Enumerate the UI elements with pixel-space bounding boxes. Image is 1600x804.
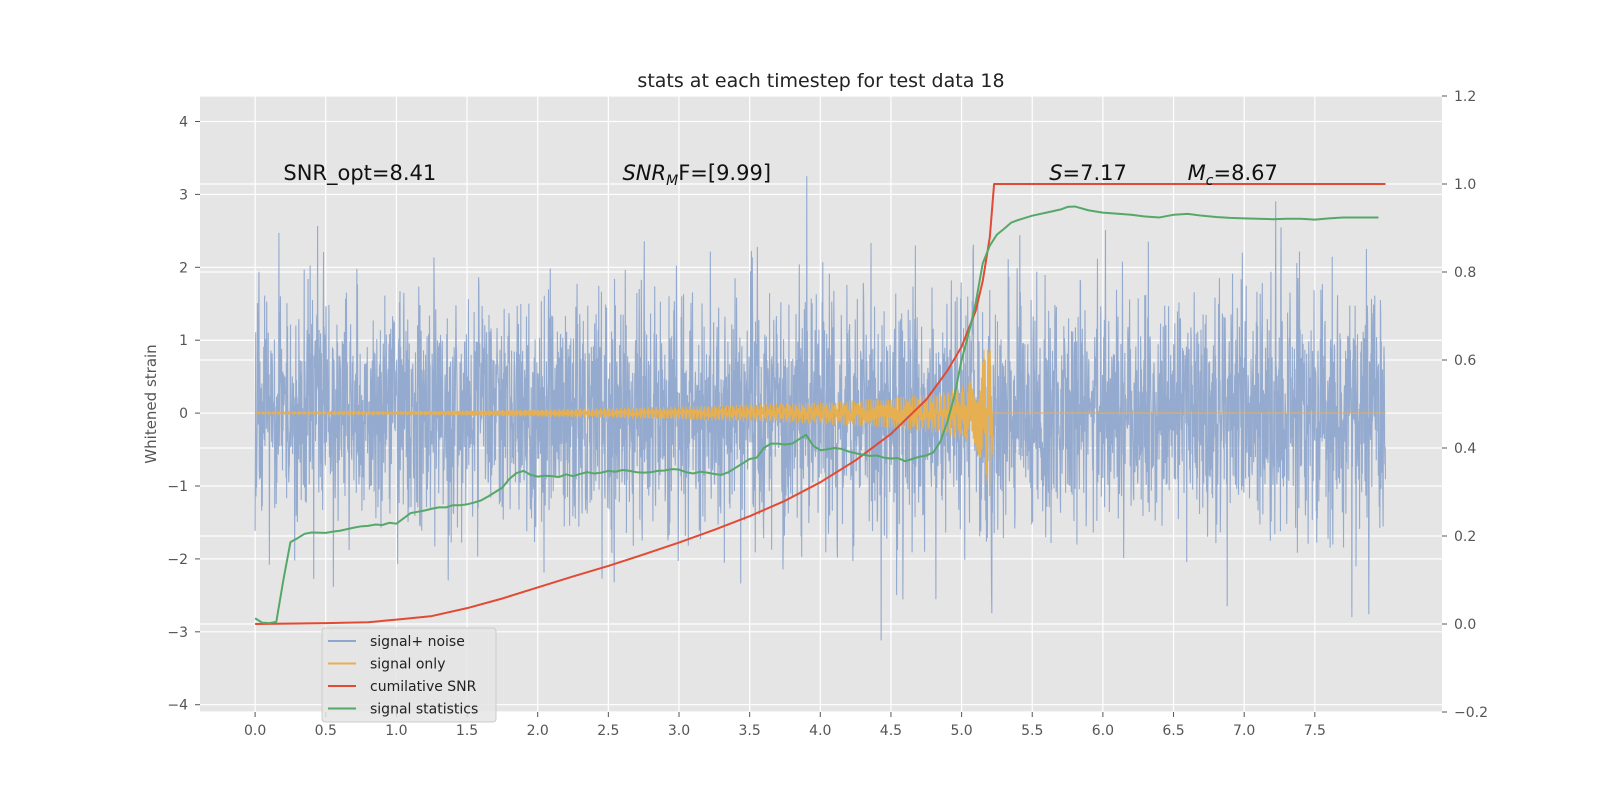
- y-tick-label: 0: [179, 406, 188, 422]
- legend-label: signal statistics: [370, 702, 478, 718]
- x-tick-label: 6.5: [1162, 723, 1184, 739]
- annotation-italic: SNR: [622, 161, 666, 185]
- y-tick-label: 2: [179, 260, 188, 276]
- axes-layer: 0.0 0.5 1.0 1.5 2.0 2.5 3.0 3.5 4.0 4.5 5.0 5.5 6.0 6…: [167, 89, 1488, 739]
- y2-tick-label: 0.4: [1454, 441, 1476, 457]
- legend-label: cumilative SNR: [370, 679, 477, 695]
- y2-tick-label: 0.0: [1454, 617, 1476, 633]
- x-tick-label: 5.5: [1021, 723, 1043, 739]
- x-tick-label: 0.5: [315, 723, 337, 739]
- annotation-subscript: c: [1206, 173, 1214, 189]
- legend-box: [321, 627, 497, 723]
- x-tick-label: 3.5: [739, 723, 761, 739]
- annotation: S=7.17: [1049, 161, 1127, 185]
- y2-tick-label: 1.2: [1454, 89, 1476, 105]
- annotation-subscript: M: [666, 173, 678, 189]
- x-tick-label: 1.0: [385, 723, 407, 739]
- x-tick-label: 2.0: [527, 723, 549, 739]
- y-tick-label: −1: [167, 479, 188, 495]
- annotation-suffix: =8.67: [1213, 161, 1277, 185]
- annotation: Mc=8.67: [1188, 161, 1278, 189]
- series-layer: [254, 176, 1387, 641]
- legend: signal+ noise signal only cumilative SNR si…: [321, 627, 497, 723]
- annotation: SNRMF=[9.99]: [622, 161, 771, 189]
- x-tick-label: 4.5: [880, 723, 902, 739]
- annotation-italic: M: [1188, 161, 1206, 185]
- x-tick-label: 2.5: [597, 723, 619, 739]
- x-tick-label: 1.5: [456, 723, 478, 739]
- y2-tick-label: 0.6: [1454, 353, 1476, 369]
- annotation-prefix: SNR_opt=8.41: [283, 161, 436, 186]
- annotation: SNR_opt=8.41: [283, 161, 436, 186]
- y-tick-label: 4: [179, 115, 188, 131]
- y-tick-label: 3: [179, 187, 188, 203]
- legend-label: signal only: [370, 657, 445, 673]
- legend-label: signal+ noise: [370, 634, 465, 650]
- annotation-suffix: F=[9.99]: [678, 161, 771, 185]
- y2-tick-label: −0.2: [1454, 705, 1488, 721]
- annotation-suffix: =7.17: [1063, 161, 1127, 185]
- y2-tick-label: 0.2: [1454, 529, 1476, 545]
- y-tick-label: −3: [167, 625, 188, 641]
- x-tick-label: 0.0: [244, 723, 266, 739]
- x-tick-label: 5.0: [950, 723, 972, 739]
- series-signal-only-line: [254, 349, 1386, 497]
- x-tick-label: 4.0: [809, 723, 831, 739]
- x-tick-label: 7.0: [1233, 723, 1255, 739]
- x-tick-label: 6.0: [1092, 723, 1114, 739]
- x-tick-label: 3.0: [668, 723, 690, 739]
- annotations: SNR_opt=8.41 SNRMF=[9.99] S=7.17 Mc=8.67: [283, 161, 1277, 189]
- annotation-italic: S: [1049, 161, 1062, 185]
- y-tick-label: 1: [179, 333, 188, 349]
- y2-tick-label: 0.8: [1454, 265, 1476, 281]
- y-axis-label: Whitened strain: [142, 344, 160, 463]
- y2-tick-label: 1.0: [1454, 177, 1476, 193]
- series-signal-statistics-line: [254, 205, 1379, 625]
- y-tick-label: −2: [167, 552, 188, 568]
- x-tick-label: 7.5: [1304, 723, 1326, 739]
- chart-title: stats at each timestep for test data 18: [637, 70, 1004, 92]
- y-tick-label: −4: [167, 698, 188, 714]
